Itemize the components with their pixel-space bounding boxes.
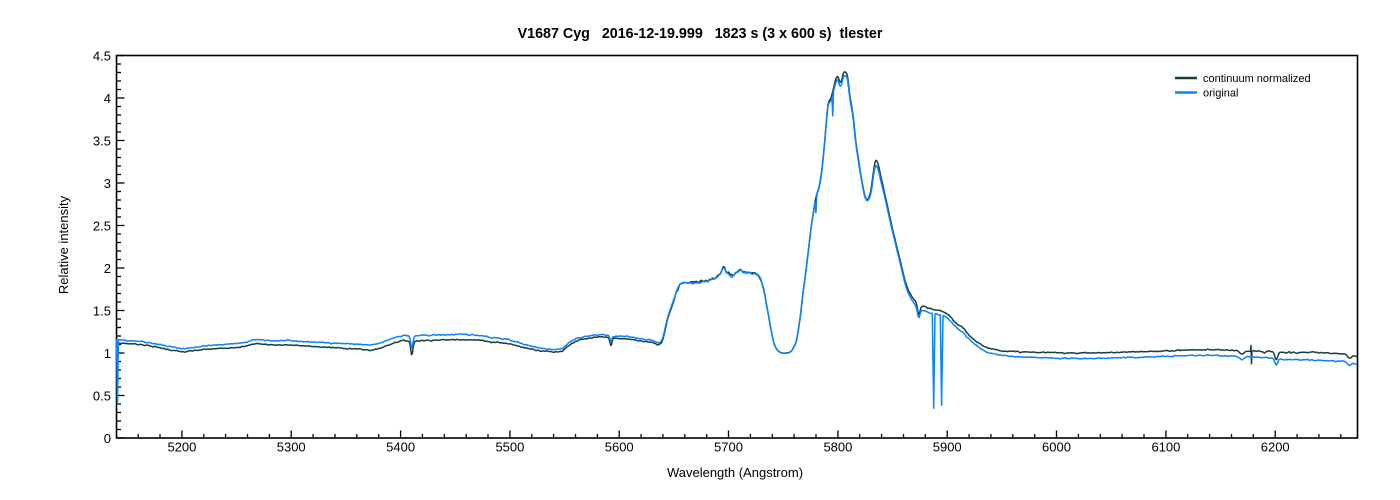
svg-text:0: 0 xyxy=(104,431,111,446)
svg-text:5400: 5400 xyxy=(386,440,415,455)
svg-text:5600: 5600 xyxy=(605,440,634,455)
svg-text:5300: 5300 xyxy=(277,440,306,455)
svg-text:3.5: 3.5 xyxy=(93,133,111,148)
svg-text:2.5: 2.5 xyxy=(93,218,111,233)
svg-text:1: 1 xyxy=(104,346,111,361)
svg-text:6100: 6100 xyxy=(1151,440,1180,455)
svg-text:3: 3 xyxy=(104,176,111,191)
svg-text:5700: 5700 xyxy=(714,440,743,455)
svg-text:6000: 6000 xyxy=(1042,440,1071,455)
svg-text:0.5: 0.5 xyxy=(93,388,111,403)
svg-text:V1687 Cyg 2016-12-19.999 1: V1687 Cyg 2016-12-19.999 1823 s (3 x 600… xyxy=(518,26,883,42)
svg-text:4: 4 xyxy=(104,91,111,106)
svg-text:5900: 5900 xyxy=(933,440,962,455)
svg-text:Relative intensity: Relative intensity xyxy=(56,195,71,294)
svg-text:5500: 5500 xyxy=(495,440,524,455)
svg-text:5800: 5800 xyxy=(823,440,852,455)
svg-text:continuum normalized: continuum normalized xyxy=(1203,73,1311,85)
svg-text:original: original xyxy=(1203,87,1238,99)
svg-text:Wavelength (Angstrom): Wavelength (Angstrom) xyxy=(667,465,803,480)
svg-text:4.5: 4.5 xyxy=(93,48,111,63)
svg-text:5200: 5200 xyxy=(167,440,196,455)
svg-text:1.5: 1.5 xyxy=(93,303,111,318)
svg-text:2: 2 xyxy=(104,261,111,276)
svg-text:6200: 6200 xyxy=(1261,440,1290,455)
